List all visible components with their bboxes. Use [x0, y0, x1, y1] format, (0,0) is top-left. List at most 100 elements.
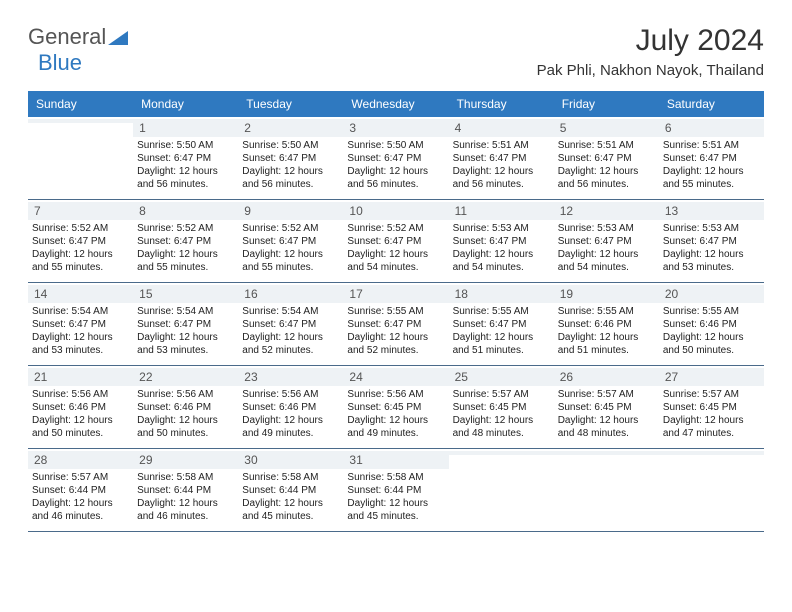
calendar-cell: 27Sunrise: 5:57 AMSunset: 6:45 PMDayligh… [659, 366, 764, 448]
day-detail-text: Sunrise: 5:56 AMSunset: 6:46 PMDaylight:… [242, 388, 339, 440]
calendar-cell [554, 449, 659, 531]
day-number: 4 [449, 119, 554, 137]
calendar-cell: 13 Sunrise: 5:53 AMSunset: 6:47 PMDayligh… [659, 200, 764, 282]
day-number: 15 [133, 285, 238, 303]
day-number [449, 451, 554, 455]
day-detail-text: Sunrise: 5:52 AMSunset: 6:47 PMDaylight:… [242, 222, 339, 274]
day-detail-text: Sunrise: 5:53 AMSunset: 6:47 PMDaylight:… [663, 222, 760, 274]
day-number: 28 [28, 451, 133, 469]
calendar-week: 1Sunrise: 5:50 AMSunset: 6:47 PMDaylight… [28, 117, 764, 200]
day-detail-text: Sunrise: 5:55 AMSunset: 6:46 PMDaylight:… [663, 305, 760, 357]
day-number: 27 [659, 368, 764, 386]
day-header-cell: Friday [554, 91, 659, 117]
calendar-cell: 6 Sunrise: 5:51 AMSunset: 6:47 PMDaylight… [659, 117, 764, 199]
day-detail-text: Sunrise: 5:51 AMSunset: 6:47 PMDaylight:… [558, 139, 655, 191]
calendar-cell: 5 Sunrise: 5:51 AMSunset: 6:47 PMDaylight… [554, 117, 659, 199]
day-detail-text: Sunrise: 5:51 AMSunset: 6:47 PMDaylight:… [453, 139, 550, 191]
day-number: 18 [449, 285, 554, 303]
day-detail-text: Sunrise: 5:54 AMSunset: 6:47 PMDaylight:… [242, 305, 339, 357]
day-detail-text: Sunrise: 5:53 AMSunset: 6:47 PMDaylight:… [453, 222, 550, 274]
day-number: 24 [343, 368, 448, 386]
calendar: SundayMondayTuesdayWednesdayThursdayFrid… [28, 91, 764, 532]
calendar-cell: 11Sunrise: 5:53 AMSunset: 6:47 PMDayligh… [449, 200, 554, 282]
logo-triangle-icon [108, 29, 128, 45]
calendar-cell: 20 Sunrise: 5:55 AMSunset: 6:46 PMDayligh… [659, 283, 764, 365]
day-detail-text: Sunrise: 5:50 AMSunset: 6:47 PMDaylight:… [347, 139, 444, 191]
day-number: 16 [238, 285, 343, 303]
calendar-cell: 16 Sunrise: 5:54 AMSunset: 6:47 PMDayligh… [238, 283, 343, 365]
day-number: 21 [28, 368, 133, 386]
day-number: 6 [659, 119, 764, 137]
day-number [28, 119, 133, 123]
day-detail-text: Sunrise: 5:55 AMSunset: 6:47 PMDaylight:… [347, 305, 444, 357]
day-header-cell: Thursday [449, 91, 554, 117]
day-detail-text: Sunrise: 5:58 AMSunset: 6:44 PMDaylight:… [242, 471, 339, 523]
calendar-cell: 12Sunrise: 5:53 AMSunset: 6:47 PMDayligh… [554, 200, 659, 282]
day-header-cell: Monday [133, 91, 238, 117]
calendar-cell: 15Sunrise: 5:54 AMSunset: 6:47 PMDayligh… [133, 283, 238, 365]
day-number: 31 [343, 451, 448, 469]
day-detail-text: Sunrise: 5:50 AMSunset: 6:47 PMDaylight:… [137, 139, 234, 191]
day-detail-text: Sunrise: 5:57 AMSunset: 6:45 PMDaylight:… [558, 388, 655, 440]
day-number: 23 [238, 368, 343, 386]
day-detail-text: Sunrise: 5:56 AMSunset: 6:45 PMDaylight:… [347, 388, 444, 440]
day-detail-text: Sunrise: 5:55 AMSunset: 6:47 PMDaylight:… [453, 305, 550, 357]
calendar-week: 28 Sunrise: 5:57 AMSunset: 6:44 PMDayligh… [28, 449, 764, 532]
day-number: 26 [554, 368, 659, 386]
day-detail-text: Sunrise: 5:58 AMSunset: 6:44 PMDaylight:… [347, 471, 444, 523]
day-number: 8 [133, 202, 238, 220]
logo-text-2: Blue [38, 50, 82, 76]
day-number [554, 451, 659, 455]
calendar-cell: 7 Sunrise: 5:52 AMSunset: 6:47 PMDaylight… [28, 200, 133, 282]
calendar-week: 7Sunrise: 5:52 AMSunset: 6:47 PMDaylight… [28, 200, 764, 283]
day-number: 30 [238, 451, 343, 469]
calendar-cell: 31 Sunrise: 5:58 AMSunset: 6:44 PMDayligh… [343, 449, 448, 531]
day-number: 7 [28, 202, 133, 220]
calendar-cell [28, 117, 133, 199]
calendar-cell: 30 Sunrise: 5:58 AMSunset: 6:44 PMDayligh… [238, 449, 343, 531]
day-header-cell: Wednesday [343, 91, 448, 117]
day-number: 12 [554, 202, 659, 220]
calendar-week: 14Sunrise: 5:54 AMSunset: 6:47 PMDayligh… [28, 283, 764, 366]
calendar-cell: 26 Sunrise: 5:57 AMSunset: 6:45 PMDayligh… [554, 366, 659, 448]
day-number: 2 [238, 119, 343, 137]
calendar-cell: 4 Sunrise: 5:51 AMSunset: 6:47 PMDaylight… [449, 117, 554, 199]
calendar-cell: 10Sunrise: 5:52 AMSunset: 6:47 PMDayligh… [343, 200, 448, 282]
day-number: 3 [343, 119, 448, 137]
day-header-row: SundayMondayTuesdayWednesdayThursdayFrid… [28, 91, 764, 117]
calendar-cell: 8 Sunrise: 5:52 AMSunset: 6:47 PMDaylight… [133, 200, 238, 282]
day-detail-text: Sunrise: 5:52 AMSunset: 6:47 PMDaylight:… [137, 222, 234, 274]
day-number: 20 [659, 285, 764, 303]
day-number: 13 [659, 202, 764, 220]
day-detail-text: Sunrise: 5:57 AMSunset: 6:44 PMDaylight:… [32, 471, 129, 523]
day-number: 9 [238, 202, 343, 220]
calendar-cell [449, 449, 554, 531]
day-detail-text: Sunrise: 5:58 AMSunset: 6:44 PMDaylight:… [137, 471, 234, 523]
logo-text-1: General [28, 24, 106, 50]
calendar-cell: 17 Sunrise: 5:55 AMSunset: 6:47 PMDayligh… [343, 283, 448, 365]
day-detail-text: Sunrise: 5:55 AMSunset: 6:46 PMDaylight:… [558, 305, 655, 357]
day-header-cell: Sunday [28, 91, 133, 117]
day-detail-text: Sunrise: 5:56 AMSunset: 6:46 PMDaylight:… [32, 388, 129, 440]
day-detail-text: Sunrise: 5:52 AMSunset: 6:47 PMDaylight:… [347, 222, 444, 274]
calendar-cell: 18 Sunrise: 5:55 AMSunset: 6:47 PMDayligh… [449, 283, 554, 365]
day-detail-text: Sunrise: 5:52 AMSunset: 6:47 PMDaylight:… [32, 222, 129, 274]
calendar-cell: 1Sunrise: 5:50 AMSunset: 6:47 PMDaylight… [133, 117, 238, 199]
calendar-cell: 2Sunrise: 5:50 AMSunset: 6:47 PMDaylight… [238, 117, 343, 199]
day-number: 17 [343, 285, 448, 303]
calendar-cell: 29Sunrise: 5:58 AMSunset: 6:44 PMDayligh… [133, 449, 238, 531]
calendar-cell: 21 Sunrise: 5:56 AMSunset: 6:46 PMDayligh… [28, 366, 133, 448]
day-detail-text: Sunrise: 5:57 AMSunset: 6:45 PMDaylight:… [453, 388, 550, 440]
day-detail-text: Sunrise: 5:51 AMSunset: 6:47 PMDaylight:… [663, 139, 760, 191]
month-title: July 2024 [537, 24, 764, 58]
calendar-cell: 24 Sunrise: 5:56 AMSunset: 6:45 PMDayligh… [343, 366, 448, 448]
calendar-week: 21Sunrise: 5:56 AMSunset: 6:46 PMDayligh… [28, 366, 764, 449]
day-detail-text: Sunrise: 5:54 AMSunset: 6:47 PMDaylight:… [32, 305, 129, 357]
calendar-cell: 23 Sunrise: 5:56 AMSunset: 6:46 PMDayligh… [238, 366, 343, 448]
day-header-cell: Tuesday [238, 91, 343, 117]
day-detail-text: Sunrise: 5:56 AMSunset: 6:46 PMDaylight:… [137, 388, 234, 440]
calendar-cell: 3 Sunrise: 5:50 AMSunset: 6:47 PMDaylight… [343, 117, 448, 199]
logo: General [28, 24, 128, 50]
day-number: 19 [554, 285, 659, 303]
day-number: 5 [554, 119, 659, 137]
